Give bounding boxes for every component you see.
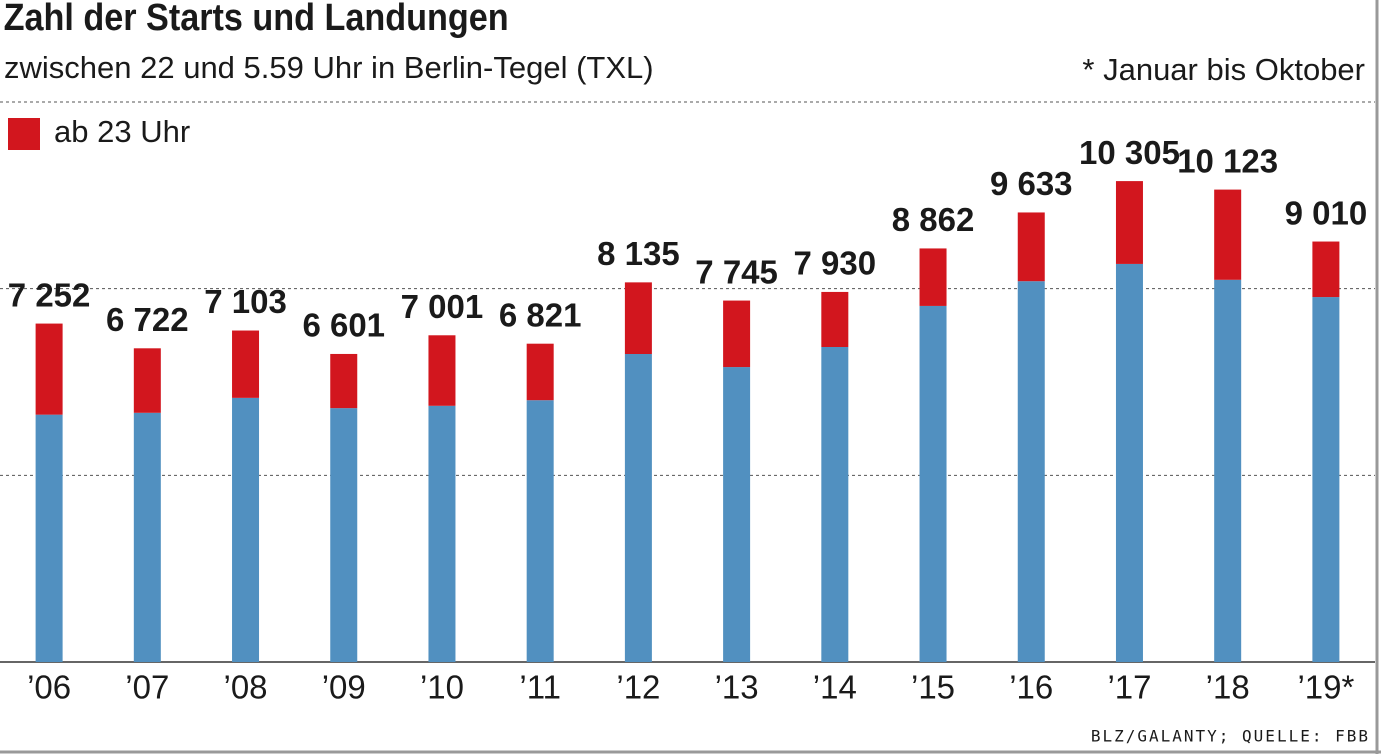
bar-segment xyxy=(821,291,849,347)
x-tick-label: ’12 xyxy=(616,669,660,706)
bar-segment xyxy=(133,348,161,413)
bar-segment xyxy=(1312,297,1340,662)
total-label: 9 633 xyxy=(990,165,1073,202)
bar-segment xyxy=(35,414,63,662)
total-label: 7 103 xyxy=(204,283,287,320)
x-tick-label: ’18 xyxy=(1206,669,1250,706)
total-label: 6 821 xyxy=(499,296,582,333)
x-tick-label: ’07 xyxy=(125,669,169,706)
bar-segment xyxy=(919,305,947,662)
bar-segment xyxy=(821,347,849,662)
bar-segment xyxy=(526,400,554,662)
bar-segment xyxy=(133,412,161,662)
legend-swatch xyxy=(8,118,40,150)
bar-segment xyxy=(428,405,456,662)
bar-segment xyxy=(1115,181,1143,264)
bar-segment xyxy=(1017,212,1045,282)
total-label: 7 745 xyxy=(695,253,778,290)
total-label: 10 123 xyxy=(1177,142,1278,179)
x-tick-label: ’19* xyxy=(1297,669,1354,706)
bar-segment xyxy=(232,330,260,398)
bar-segment xyxy=(35,323,63,415)
total-label: 10 305 xyxy=(1079,134,1180,171)
bar-segment xyxy=(1017,281,1045,662)
bar-segment xyxy=(624,282,652,354)
total-label: 8 135 xyxy=(597,235,680,272)
total-label: 8 862 xyxy=(892,201,975,238)
x-tick-label: ’16 xyxy=(1009,669,1053,706)
chart-subtitle: zwischen 22 und 5.59 Uhr in Berlin-Tegel… xyxy=(4,50,654,85)
total-label: 6 722 xyxy=(106,301,189,338)
x-tick-label: ’14 xyxy=(813,669,857,706)
x-tick-label: ’08 xyxy=(224,669,268,706)
total-label: 9 010 xyxy=(1285,194,1368,231)
bar-segment xyxy=(723,367,751,662)
bar-segment xyxy=(1312,241,1340,298)
chart-title: Zahl der Starts und Landungen xyxy=(4,0,509,38)
bar-segment xyxy=(624,354,652,662)
x-tick-label: ’10 xyxy=(420,669,464,706)
bar-segment xyxy=(919,248,947,306)
x-tick-label: ’17 xyxy=(1107,669,1151,706)
legend-label: ab 23 Uhr xyxy=(54,114,190,149)
note: * Januar bis Oktober xyxy=(1082,52,1365,87)
bar-segment xyxy=(330,353,358,409)
bar-segment xyxy=(428,335,456,406)
x-tick-label: ’09 xyxy=(322,669,366,706)
bar-segment xyxy=(526,343,554,401)
x-tick-label: ’15 xyxy=(911,669,955,706)
x-tick-label: ’06 xyxy=(27,669,71,706)
total-label: 6 601 xyxy=(302,307,385,344)
total-label: 7 001 xyxy=(401,288,484,325)
bar-segment xyxy=(330,408,358,662)
bar-segment xyxy=(1115,263,1143,662)
x-tick-label: ’13 xyxy=(715,669,759,706)
bar-segment xyxy=(1214,279,1242,662)
total-label: 7 252 xyxy=(8,276,91,313)
total-label: 7 930 xyxy=(794,245,877,282)
source: BLZ/GALANTY; QUELLE: FBB xyxy=(1091,727,1370,746)
x-tick-label: ’11 xyxy=(519,669,561,706)
bar-segment xyxy=(723,300,751,368)
bar-segment xyxy=(1214,189,1242,280)
bar-segment xyxy=(232,397,260,662)
